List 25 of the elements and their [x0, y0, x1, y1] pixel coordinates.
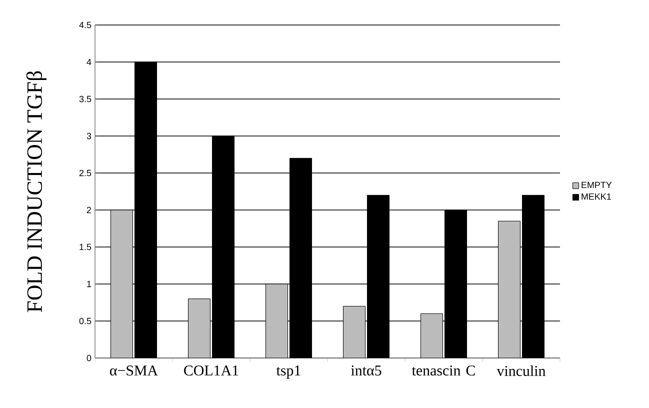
- legend-label: MEKK1: [582, 193, 611, 200]
- x-tick-label: tenascin C: [412, 366, 475, 376]
- x-tick-label: tsp1: [276, 366, 300, 379]
- bar: [343, 306, 366, 358]
- y-tick-label: 3.5: [79, 96, 92, 102]
- x-tick-label: α−SMA: [110, 366, 158, 376]
- y-tick-label: 4.5: [79, 22, 92, 28]
- x-tick-label: vinculin: [496, 366, 546, 376]
- y-tick-label: 1.5: [80, 244, 92, 250]
- y-tick-label: 2: [86, 206, 92, 214]
- x-tick-label: intα5: [351, 366, 382, 376]
- y-tick-label: 2.5: [79, 170, 92, 176]
- y-tick-label: 1: [87, 280, 92, 288]
- y-axis-title: FOLD INDUCTION TGFβ: [26, 71, 46, 312]
- legend-label: EMPTY: [582, 182, 612, 188]
- bar: [498, 220, 521, 358]
- bar: [188, 298, 211, 358]
- y-tick-label: 0: [86, 354, 92, 362]
- y-tick-label: 4: [86, 58, 92, 66]
- y-tick-label: 0.5: [79, 318, 92, 324]
- bar: [266, 284, 288, 358]
- y-tick-label: 3: [86, 132, 92, 140]
- bar: [110, 210, 134, 358]
- bar: [420, 313, 444, 358]
- x-tick-label: COL1A1: [184, 366, 238, 376]
